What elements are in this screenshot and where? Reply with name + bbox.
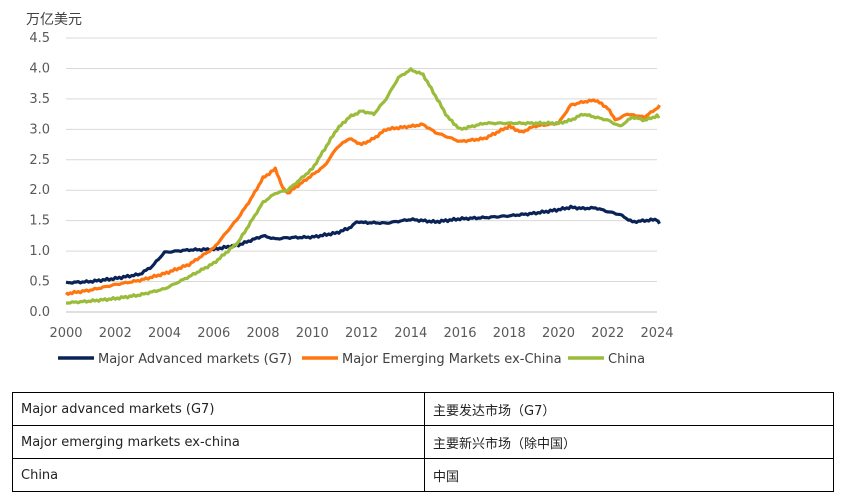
legend-label: China xyxy=(608,352,645,367)
y-tick-label: 3.0 xyxy=(29,122,50,137)
x-tick-label: 2010 xyxy=(296,326,329,341)
legend-label: Major Emerging Markets ex-China xyxy=(342,352,562,367)
series-line xyxy=(65,204,661,285)
x-tick-label: 2004 xyxy=(148,326,181,341)
english-term: Major advanced markets (G7) xyxy=(12,392,425,426)
y-unit-label: 万亿美元 xyxy=(26,12,82,28)
x-tick-label: 2018 xyxy=(493,326,526,341)
legend: Major Advanced markets (G7) Major Emergin… xyxy=(58,352,645,367)
english-term: Major emerging markets ex-china xyxy=(12,425,425,459)
series-line xyxy=(65,67,661,305)
chinese-term: 主要新兴市场（除中国） xyxy=(424,425,834,459)
x-tick-label: 2012 xyxy=(345,326,378,341)
gridlines xyxy=(66,37,657,283)
x-tick-label: 2008 xyxy=(246,326,279,341)
glossary-table: Major advanced markets (G7) 主要发达市场（G7） M… xyxy=(12,392,834,492)
x-tick-labels: 2000 2002 2004 2006 2008 2010 2012 2014 2016 2018… xyxy=(49,326,673,341)
line-chart: 万亿美元 0.0 0.5 1.0 1.5 2.0 2.5 3.0 3.5 4.0 4.5 2000… xyxy=(26,12,674,367)
x-tick-label: 2016 xyxy=(443,326,476,341)
table-row: Major advanced markets (G7) 主要发达市场（G7） xyxy=(12,392,834,426)
series-line xyxy=(64,98,661,296)
y-tick-label: 4.0 xyxy=(29,61,50,76)
x-tick-label: 2024 xyxy=(640,326,673,341)
english-term: China xyxy=(12,458,425,492)
x-tick-label: 2000 xyxy=(49,326,82,341)
y-tick-label: 2.5 xyxy=(29,153,50,168)
y-tick-label: 0.0 xyxy=(29,305,50,320)
y-tick-label: 2.0 xyxy=(29,183,50,198)
y-tick-label: 0.5 xyxy=(29,275,50,290)
y-tick-label: 1.5 xyxy=(29,214,50,229)
y-tick-label: 4.5 xyxy=(29,31,50,46)
table-row: China 中国 xyxy=(12,458,834,492)
y-tick-label: 1.0 xyxy=(29,244,50,259)
chinese-term: 中国 xyxy=(424,458,834,492)
chinese-term: 主要发达市场（G7） xyxy=(424,392,834,426)
table-row: Major emerging markets ex-china 主要新兴市场（除… xyxy=(12,425,834,459)
x-tick-label: 2022 xyxy=(591,326,624,341)
legend-label: Major Advanced markets (G7) xyxy=(98,352,292,367)
y-tick-labels: 0.0 0.5 1.0 1.5 2.0 2.5 3.0 3.5 4.0 4.5 xyxy=(29,31,50,320)
x-tick-label: 2006 xyxy=(197,326,230,341)
y-tick-label: 3.5 xyxy=(29,92,50,107)
x-tick-label: 2020 xyxy=(542,326,575,341)
x-tick-label: 2014 xyxy=(394,326,427,341)
series-lines xyxy=(64,67,661,305)
x-tick-label: 2002 xyxy=(99,326,132,341)
